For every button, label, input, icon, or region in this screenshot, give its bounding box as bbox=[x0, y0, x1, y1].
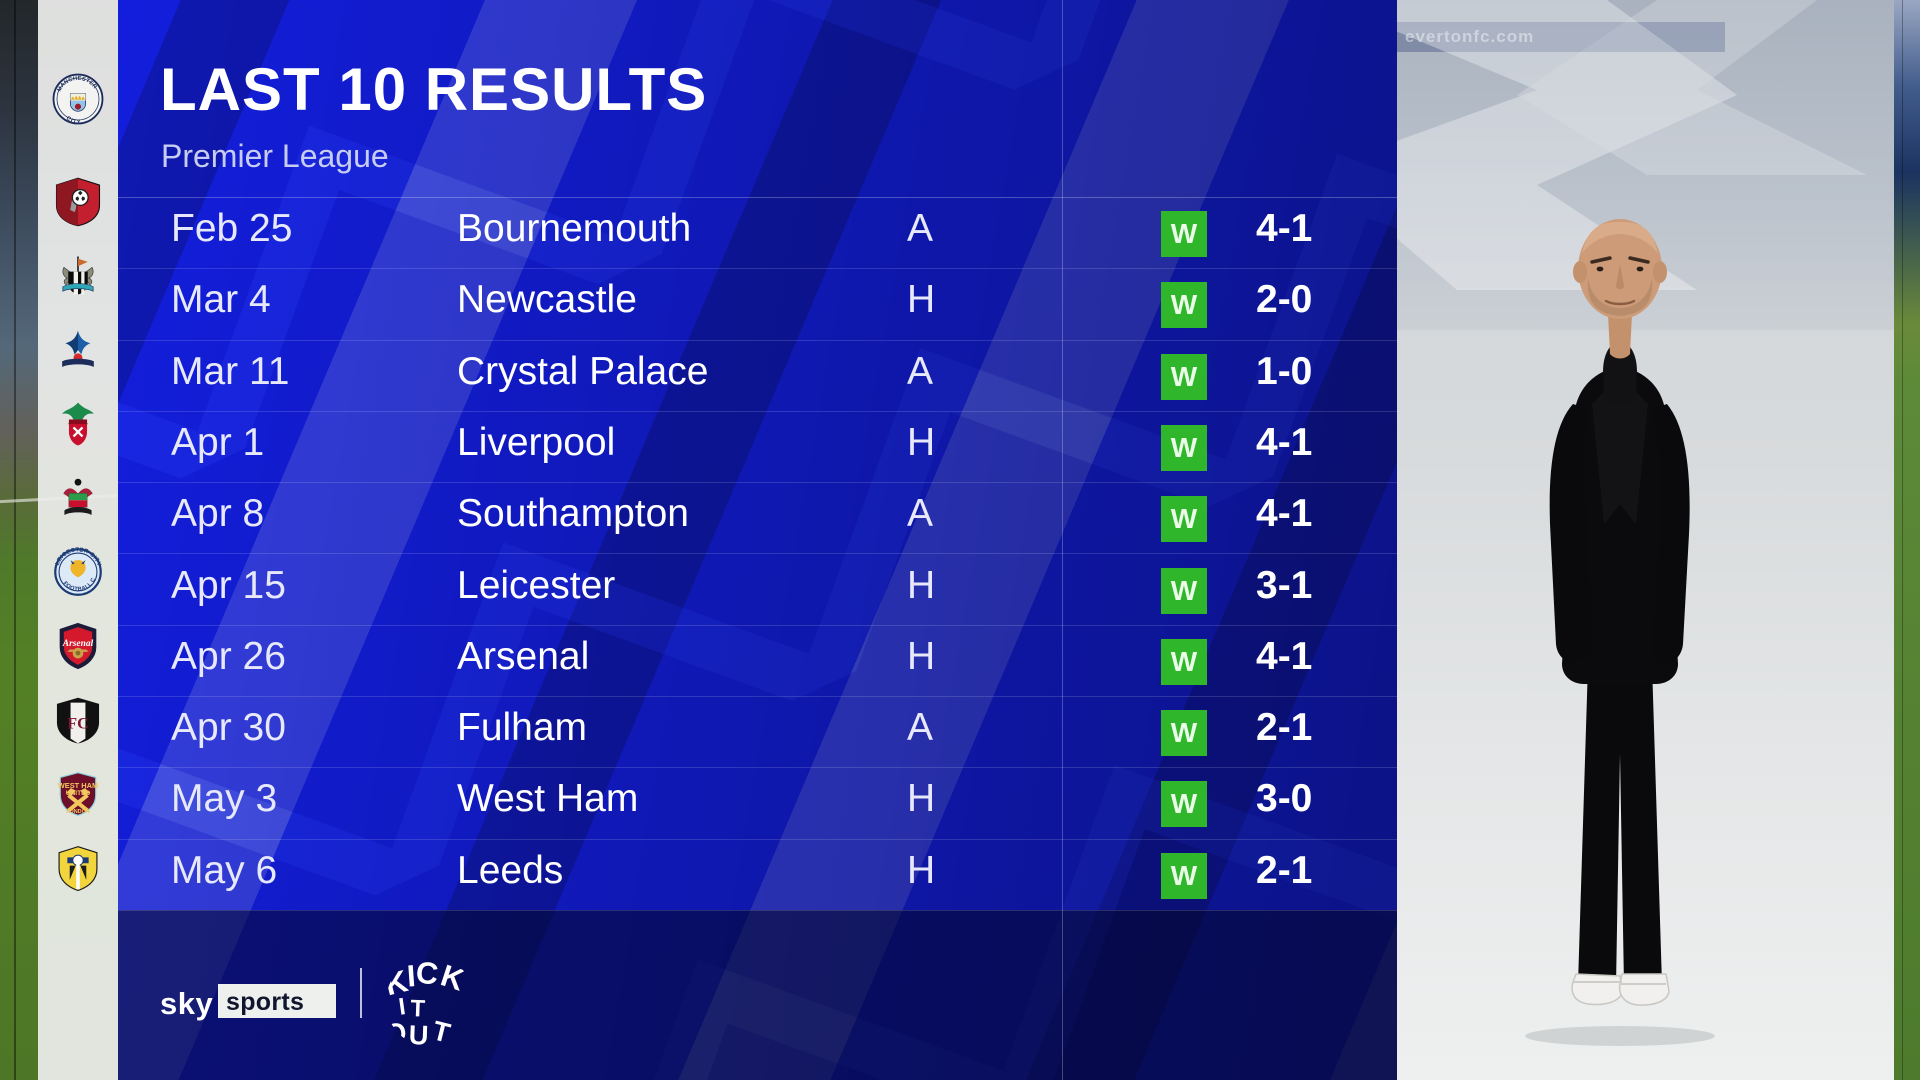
svg-text:LONDON: LONDON bbox=[66, 809, 90, 815]
svg-text:WEST HAM: WEST HAM bbox=[58, 781, 99, 790]
svg-text:C: C bbox=[414, 956, 440, 992]
svg-text:U: U bbox=[408, 1019, 429, 1048]
svg-text:sky: sky bbox=[160, 986, 213, 1021]
svg-text:sports: sports bbox=[226, 988, 304, 1016]
svg-text:FC: FC bbox=[67, 716, 88, 733]
svg-text:Arsenal: Arsenal bbox=[62, 639, 94, 649]
